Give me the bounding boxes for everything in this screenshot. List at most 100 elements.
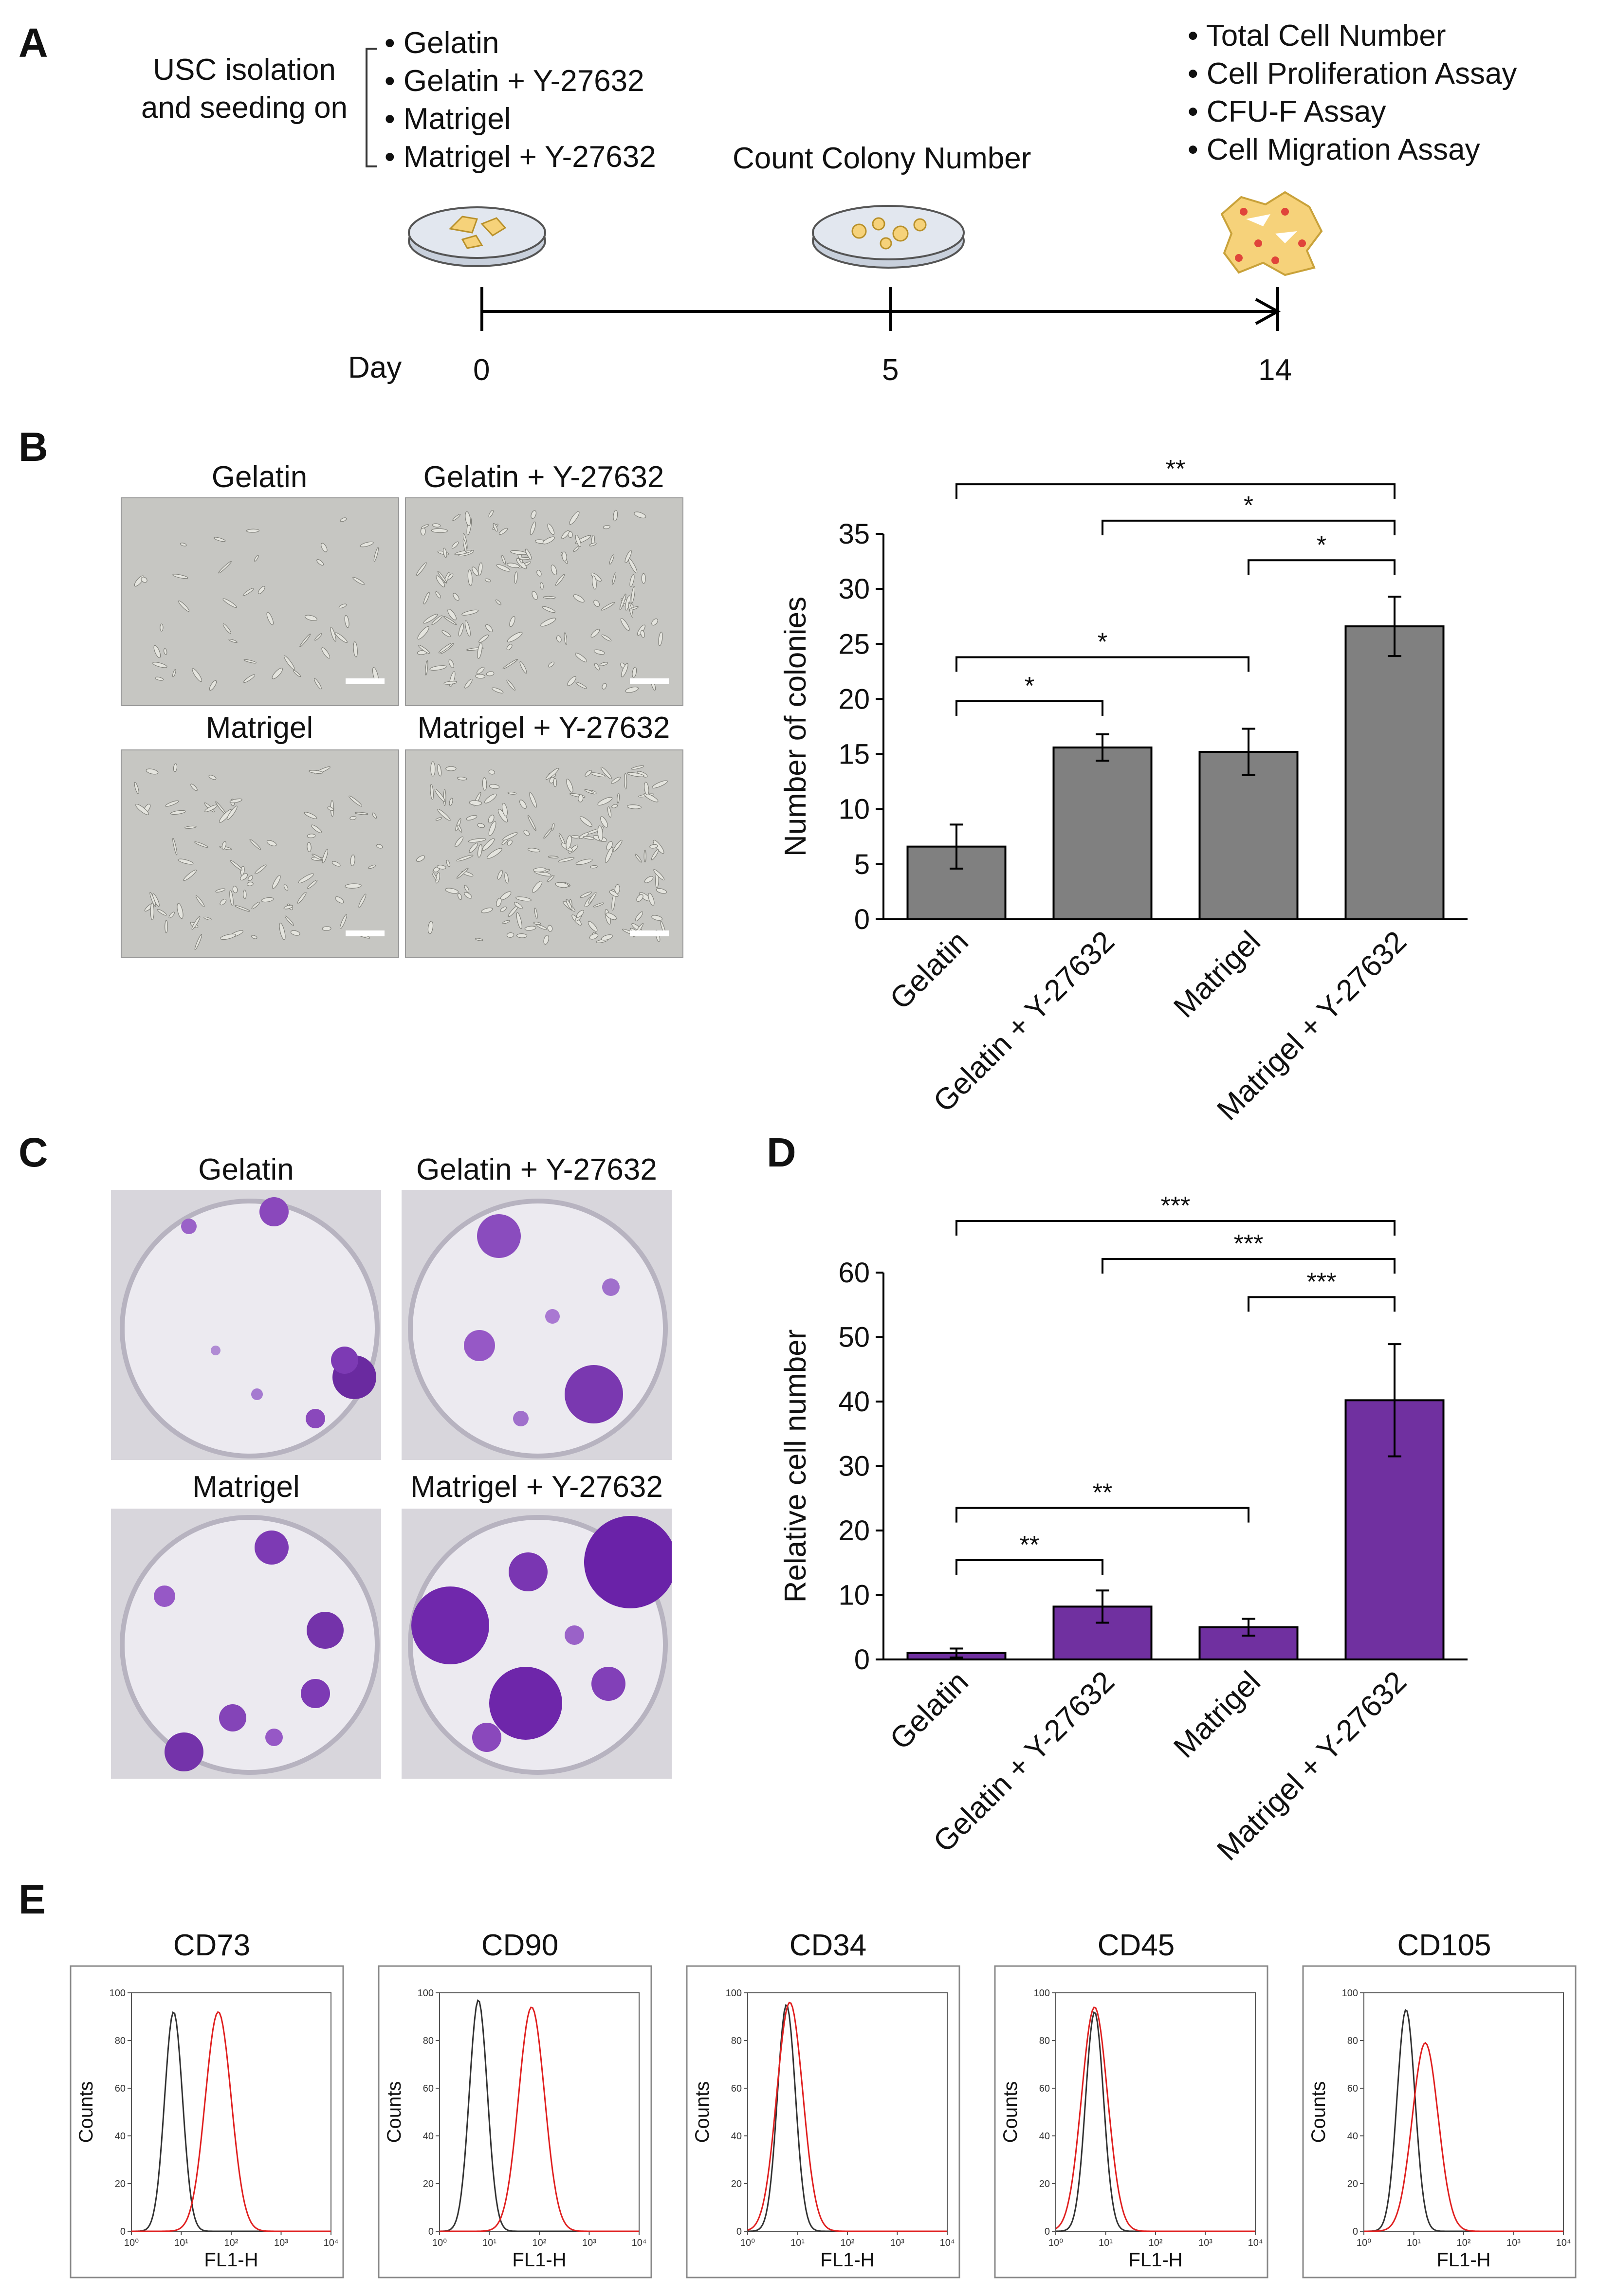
cell-shape xyxy=(477,844,482,858)
cell-shape xyxy=(656,888,667,894)
cell-shape xyxy=(566,779,573,793)
cell-shape xyxy=(416,562,427,576)
panel-letter-b: B xyxy=(18,424,48,470)
significance-label: *** xyxy=(1234,1230,1264,1258)
cell-shape xyxy=(561,530,570,539)
cell-shape xyxy=(330,626,336,642)
micrograph-gelatin xyxy=(121,497,399,706)
chart-e-flow-histograms: CD73 0 20 40 60 80 100 10⁰ 10¹ 10² 10³ 10⁴ Counts FL1… xyxy=(70,1932,1577,2278)
cell-shape xyxy=(254,555,259,562)
cell-shape xyxy=(373,547,379,562)
cell-shape xyxy=(246,528,259,533)
cell-shape xyxy=(297,892,307,904)
cell-shape xyxy=(643,850,646,863)
cell-shape xyxy=(208,775,217,780)
cell-shape xyxy=(248,875,253,881)
day-tick-label: 5 xyxy=(882,353,899,387)
micrograph-matrigel-y27632 xyxy=(405,749,683,958)
cell-shape xyxy=(464,620,471,637)
y-tick-label: 20 xyxy=(838,1515,870,1547)
cell-shape xyxy=(584,789,594,794)
cell-shape xyxy=(580,816,592,827)
y-tick-label: 20 xyxy=(1039,2179,1050,2189)
cell-shape xyxy=(516,558,527,569)
scale-bar xyxy=(346,930,385,936)
cell-shape xyxy=(266,840,277,846)
cell-shape xyxy=(443,616,457,625)
panel-letter-e: E xyxy=(18,1877,46,1922)
cfu-dish-gelatin xyxy=(111,1190,381,1460)
cell-shape xyxy=(417,626,429,640)
cell-shape xyxy=(551,565,557,576)
cell-shape xyxy=(418,644,430,654)
cell-shape xyxy=(434,788,445,802)
cell-shape xyxy=(575,858,593,865)
cell-shape xyxy=(545,768,559,780)
cell-shape xyxy=(449,798,453,806)
cell-shape xyxy=(525,548,532,560)
cell-shape xyxy=(575,682,588,689)
cell-shape xyxy=(416,855,425,862)
cell-shape xyxy=(157,909,167,916)
panel-letter-c: C xyxy=(18,1130,48,1175)
cell-shape xyxy=(613,839,623,852)
significance-label: *** xyxy=(1307,1268,1337,1296)
cell-shape xyxy=(547,925,553,932)
category-label: Gelatin xyxy=(883,1665,975,1756)
cell-shape xyxy=(488,510,494,518)
cell-shape xyxy=(493,523,498,532)
cell-shape xyxy=(496,564,511,572)
y-tick-label: 100 xyxy=(726,1988,742,1999)
significance-bracket xyxy=(955,1559,1103,1575)
cell-shape xyxy=(611,777,621,784)
cell-shape xyxy=(353,641,358,657)
y-tick-label: 60 xyxy=(1347,2083,1358,2094)
cell-shape xyxy=(321,543,328,552)
cell-shape xyxy=(597,797,613,806)
cell-shape xyxy=(589,933,599,940)
x-tick-label: 10² xyxy=(224,2238,239,2248)
significance-label: ** xyxy=(1093,1479,1112,1507)
cell-shape xyxy=(533,867,547,873)
x-tick-label: 10³ xyxy=(1198,2238,1212,2248)
cell-shape xyxy=(421,524,429,529)
cell-shape xyxy=(178,600,190,612)
timeline-axis xyxy=(480,287,1281,331)
cell-shape xyxy=(172,574,188,579)
y-axis-label: Counts xyxy=(75,2081,97,2143)
cell-shape xyxy=(644,876,654,883)
isolation-text-line-2: and seeding on xyxy=(141,91,348,125)
cell-shape xyxy=(590,629,600,638)
y-tick-label: 80 xyxy=(731,2036,742,2046)
x-tick-label: 10⁴ xyxy=(632,2238,647,2248)
x-tick-label: 10¹ xyxy=(790,2238,805,2248)
cell-shape xyxy=(149,892,156,907)
cell-shape xyxy=(536,569,542,577)
cell-shape xyxy=(631,586,636,604)
cell-shape xyxy=(437,808,451,821)
cell-shape xyxy=(502,920,510,924)
cell-shape xyxy=(506,644,513,651)
cell-shape xyxy=(605,847,613,863)
cell-shape xyxy=(307,842,312,852)
cell-shape xyxy=(255,864,267,875)
cell-shape xyxy=(134,782,139,794)
cell-shape xyxy=(626,772,645,777)
y-tick-label: 40 xyxy=(838,1386,870,1418)
substrate-item: • Gelatin xyxy=(385,26,499,60)
cell-shape xyxy=(446,859,451,867)
cell-shape xyxy=(445,766,457,771)
cell-shape xyxy=(195,895,205,908)
cell-shape xyxy=(515,896,532,902)
x-tick-label: 10⁰ xyxy=(432,2238,447,2248)
significance-label: * xyxy=(1025,672,1034,700)
cell-shape xyxy=(484,578,492,583)
isolation-text: USC isolation and seeding on xyxy=(141,51,348,127)
category-label: Matrigel xyxy=(1167,925,1267,1024)
cell-shape xyxy=(488,815,495,823)
y-tick-label: 20 xyxy=(115,2179,126,2189)
cell-shape xyxy=(204,804,218,812)
cell-shape xyxy=(170,810,186,815)
cell-shape xyxy=(509,616,515,627)
y-axis-label: Counts xyxy=(1308,2081,1329,2143)
